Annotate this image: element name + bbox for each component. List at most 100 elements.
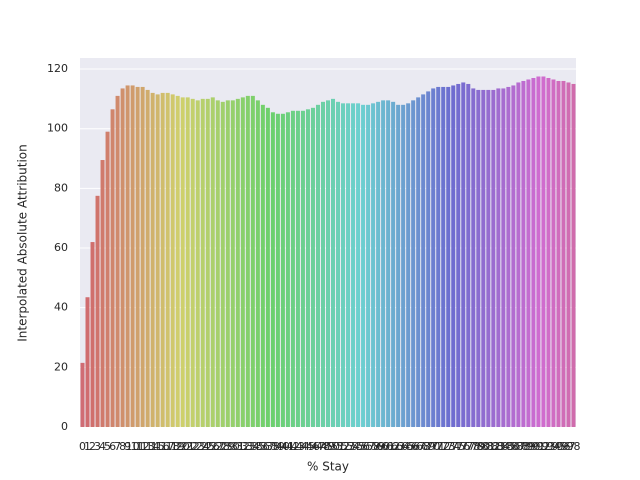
x-tick-label: 37	[261, 440, 275, 453]
bar	[220, 101, 225, 428]
bar	[536, 76, 541, 427]
x-tick-label: 69	[421, 440, 435, 453]
bar	[170, 94, 175, 427]
bar	[391, 101, 396, 428]
bar	[300, 110, 305, 428]
bar	[366, 104, 371, 427]
x-tick-label: 64	[396, 440, 410, 453]
bar	[320, 101, 325, 428]
x-tick-label: 17	[161, 440, 175, 453]
bar	[85, 297, 90, 427]
x-tick-label: 24	[196, 440, 210, 453]
bar	[471, 88, 476, 427]
bar	[90, 242, 95, 427]
bar	[80, 362, 85, 427]
y-tick-label: 80	[54, 181, 68, 194]
x-tick-label: 89	[521, 440, 535, 453]
x-tick-label: 8	[119, 440, 126, 453]
x-tick-label: 76	[456, 440, 470, 453]
x-tick-label: 45	[301, 440, 315, 453]
bar	[260, 104, 265, 427]
x-tick-label: 9	[124, 440, 131, 453]
x-tick-label: 65	[401, 440, 415, 453]
x-tick-label: 52	[336, 440, 350, 453]
x-tick-label: 58	[366, 440, 380, 453]
bar	[275, 113, 280, 428]
x-tick-label: 7	[114, 440, 121, 453]
bar	[155, 94, 160, 427]
bar	[290, 110, 295, 428]
x-tick-label: 84	[496, 440, 510, 453]
bar	[441, 86, 446, 427]
bar	[406, 103, 411, 428]
bar	[401, 104, 406, 427]
x-tick-label: 97	[561, 440, 575, 453]
bar	[556, 80, 561, 427]
x-tick-label: 43	[291, 440, 305, 453]
bar	[571, 83, 576, 427]
x-tick-label: 67	[411, 440, 425, 453]
x-tick-label: 26	[206, 440, 220, 453]
bar	[265, 107, 270, 427]
x-tick-label: 27	[211, 440, 225, 453]
bar	[456, 83, 461, 427]
bar	[130, 85, 135, 427]
x-tick-label: 34	[246, 440, 260, 453]
bar	[165, 92, 170, 428]
x-tick-label: 29	[221, 440, 235, 453]
x-tick-label: 68	[416, 440, 430, 453]
x-tick-label: 83	[491, 440, 505, 453]
x-tick-label: 40	[276, 440, 290, 453]
x-tick-label: 92	[536, 440, 550, 453]
y-tick-label: 120	[47, 62, 68, 75]
bar	[426, 91, 431, 428]
bar	[100, 160, 105, 427]
x-tick-label: 6	[109, 440, 116, 453]
x-tick-label: 77	[461, 440, 475, 453]
bar	[255, 100, 260, 427]
x-tick-label: 57	[361, 440, 375, 453]
x-tick-label: 20	[176, 440, 190, 453]
bar	[351, 103, 356, 428]
bar	[150, 92, 155, 428]
x-tick-label: 53	[341, 440, 355, 453]
bar	[461, 82, 466, 428]
bar	[546, 77, 551, 427]
x-tick-label: 36	[256, 440, 270, 453]
bar	[175, 95, 180, 427]
x-tick-label: 38	[266, 440, 280, 453]
x-tick-label: 93	[541, 440, 555, 453]
x-tick-label: 13	[141, 440, 155, 453]
bar	[386, 100, 391, 427]
bar	[551, 79, 556, 427]
y-tick-label: 0	[61, 420, 68, 433]
x-tick-label: 66	[406, 440, 420, 453]
x-tick-label: 23	[191, 440, 205, 453]
bar	[421, 94, 426, 427]
bar	[250, 95, 255, 427]
x-tick-label: 33	[241, 440, 255, 453]
bar	[245, 95, 250, 427]
bars	[80, 76, 576, 428]
x-tick-label: 81	[481, 440, 495, 453]
bar	[446, 86, 451, 427]
x-tick-label: 80	[476, 440, 490, 453]
x-tick-label: 31	[231, 440, 245, 453]
bar	[486, 89, 491, 428]
x-tick-label: 74	[446, 440, 460, 453]
x-tick-label: 86	[506, 440, 520, 453]
bar	[361, 104, 366, 427]
y-axis-label: Interpolated Absolute Attribution	[16, 144, 30, 341]
bar	[295, 110, 300, 428]
bar	[491, 89, 496, 428]
x-tick-label: 1	[84, 440, 91, 453]
bar	[371, 103, 376, 428]
x-tick-label: 72	[436, 440, 450, 453]
x-tick-label: 54	[346, 440, 360, 453]
bar	[411, 100, 416, 427]
bar	[125, 85, 130, 427]
bar	[140, 86, 145, 427]
x-tick-label: 16	[156, 440, 170, 453]
bar	[270, 112, 275, 428]
